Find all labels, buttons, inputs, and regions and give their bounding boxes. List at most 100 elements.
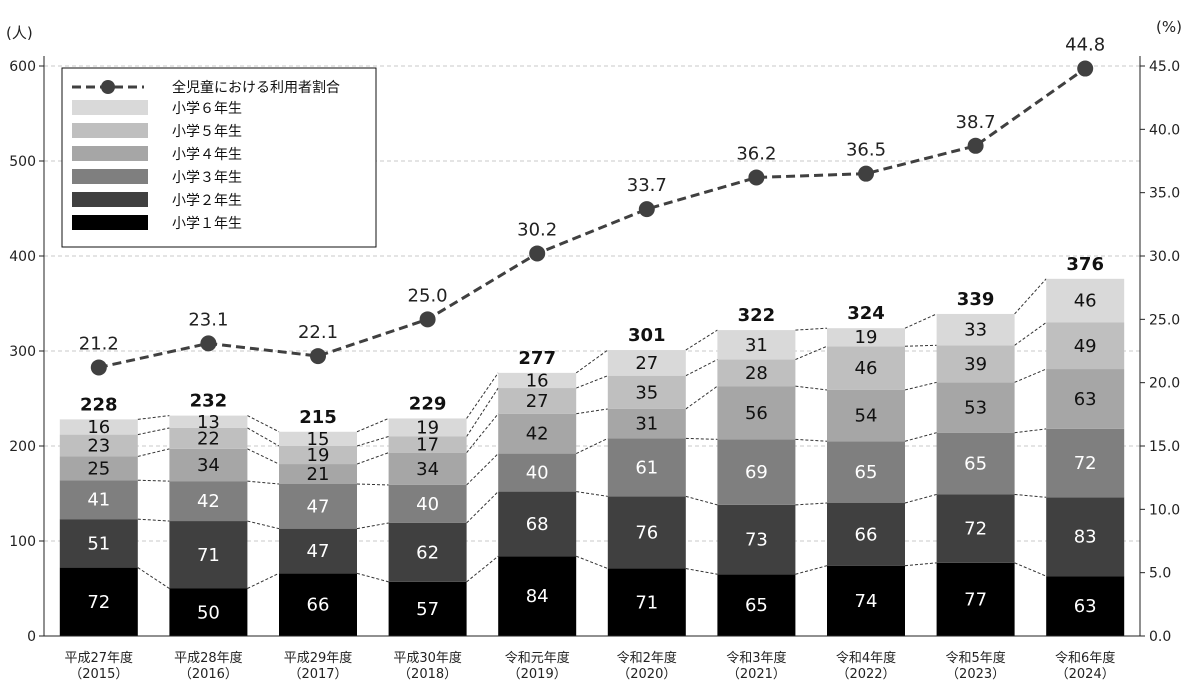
- bar-total-label: 232: [190, 391, 228, 412]
- bar-segment-label: 72: [964, 519, 987, 540]
- bar-segment-label: 31: [745, 335, 768, 356]
- category-label: 平成28年度: [174, 650, 243, 666]
- rate-point: [1077, 60, 1094, 77]
- bar-segment: [607, 350, 686, 376]
- segment-connector: [685, 568, 718, 575]
- category-year-label: （2022）: [836, 667, 895, 682]
- bar-segment: [1046, 576, 1125, 636]
- legend-label: 小学２年生: [172, 193, 242, 209]
- segment-connector: [466, 413, 499, 453]
- segment-connector: [356, 483, 389, 486]
- bar-segment: [827, 503, 905, 566]
- segment-connector: [466, 372, 499, 419]
- legend-label: 小学１年生: [172, 216, 242, 232]
- category-year-label: （2018）: [398, 667, 457, 682]
- segment-connector: [576, 408, 608, 415]
- segment-connector: [137, 448, 170, 457]
- bar-segment-label: 34: [197, 455, 220, 476]
- bar-segment-label: 39: [964, 354, 987, 375]
- bar-segment: [388, 581, 467, 636]
- segment-connector: [137, 567, 170, 589]
- rate-value-label: 36.5: [846, 140, 886, 161]
- bar-segment-label: 84: [526, 586, 549, 607]
- bar-segment-label: 51: [87, 533, 110, 554]
- rate-value-label: 30.2: [517, 219, 557, 240]
- bar-segment-label: 65: [964, 454, 987, 475]
- bar-segment-label: 47: [307, 496, 330, 517]
- bar-segment-label: 42: [197, 491, 220, 512]
- bar-segment-label: 42: [526, 424, 549, 445]
- segment-connector: [247, 572, 280, 589]
- bar-segment-label: 16: [526, 370, 549, 391]
- segment-connector: [137, 427, 170, 436]
- category-label: 令和6年度: [1055, 650, 1115, 666]
- bar-total-label: 228: [80, 394, 118, 415]
- bar-total-label: 322: [738, 305, 776, 326]
- category-label: 令和4年度: [836, 650, 896, 666]
- legend-swatch: [72, 146, 148, 161]
- right-tick-label: 30.0: [1149, 249, 1180, 265]
- category-label: 令和2年度: [617, 650, 677, 666]
- bar-segment: [936, 313, 1015, 346]
- legend-label: 小学５年生: [172, 124, 242, 140]
- right-tick-label: 35.0: [1149, 186, 1180, 202]
- bar-segment-label: 69: [745, 462, 768, 483]
- bar-segment: [827, 565, 905, 636]
- bar-segment: [388, 522, 467, 582]
- rate-value-label: 22.1: [298, 322, 338, 343]
- bar-segment-label: 50: [197, 602, 220, 623]
- segment-connector: [356, 452, 389, 465]
- bar-segment: [717, 330, 796, 360]
- segment-connector: [1014, 368, 1047, 383]
- bar-segment-label: 40: [526, 463, 549, 484]
- rate-point: [638, 201, 655, 218]
- left-axis-unit: (人): [6, 24, 33, 42]
- rate-value-label: 36.2: [736, 143, 776, 164]
- bar-segment: [498, 556, 577, 636]
- bar-segment-label: 65: [745, 595, 768, 616]
- left-tick-label: 300: [9, 344, 36, 360]
- bar-segment: [279, 431, 357, 446]
- bar-segment-label: 83: [1074, 527, 1097, 548]
- bar-segment-label: 54: [855, 406, 878, 427]
- category-label: 平成29年度: [284, 650, 353, 666]
- segment-connector: [795, 502, 828, 506]
- left-tick-label: 500: [9, 154, 36, 170]
- bar-segment-label: 46: [1074, 291, 1097, 312]
- bar-segment-label: 27: [526, 391, 549, 412]
- segment-connector: [1014, 493, 1047, 498]
- segment-connector: [576, 555, 608, 570]
- bar-segment: [936, 345, 1015, 383]
- bar-total-label: 215: [299, 407, 337, 428]
- bar-segment-label: 34: [416, 459, 439, 480]
- bar-stacks: 7251412523162285071423422132326647472119…: [59, 254, 1125, 636]
- bar-segment: [279, 446, 357, 465]
- rate-point: [748, 169, 765, 186]
- bar-segment-label: 49: [1074, 336, 1097, 357]
- bar-segment-label: 61: [635, 457, 658, 478]
- segment-connector: [247, 480, 280, 485]
- bar-segment-label: 15: [307, 429, 330, 450]
- bar-segment: [717, 359, 796, 387]
- bar-segment: [827, 346, 905, 390]
- segment-connector: [685, 329, 718, 351]
- bar-segment: [279, 464, 357, 484]
- rate-value-label: 23.1: [188, 309, 228, 330]
- segment-connector: [1014, 428, 1047, 434]
- bar-segment: [1046, 322, 1125, 370]
- segment-connector: [685, 437, 718, 440]
- category-year-label: （2019）: [508, 667, 567, 682]
- segment-connector: [356, 417, 389, 433]
- category-year-label: （2021）: [727, 667, 786, 682]
- bar-segment-label: 53: [964, 398, 987, 419]
- segment-connector: [795, 345, 828, 361]
- bar-segment: [498, 413, 577, 454]
- bar-segment-label: 63: [1074, 596, 1097, 617]
- bar-segment: [59, 434, 138, 457]
- bar-segment: [1046, 428, 1125, 498]
- right-axis-unit: (%): [1156, 18, 1182, 36]
- segment-connector: [137, 415, 170, 420]
- segment-connector: [904, 344, 937, 347]
- category-year-label: （2023）: [946, 667, 1005, 682]
